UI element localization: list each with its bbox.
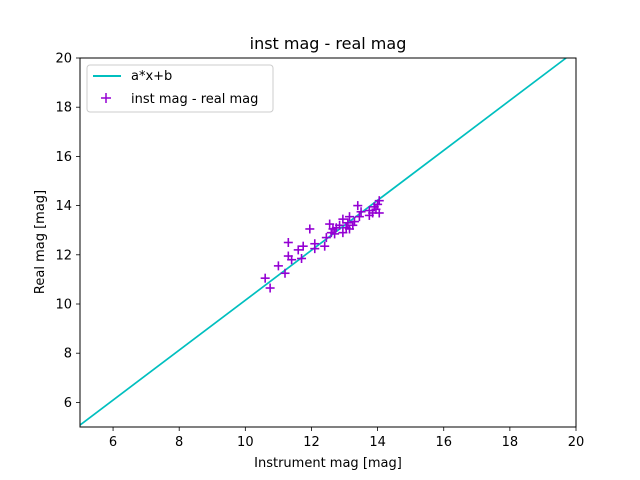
- scatter-point: [297, 253, 307, 263]
- legend-box: [86, 64, 274, 113]
- scatter-point: [338, 228, 348, 238]
- y-tick-label: 14: [55, 199, 72, 214]
- plot-marks: [80, 58, 567, 426]
- scatter-point: [354, 212, 364, 222]
- x-tick-label: 6: [109, 435, 117, 450]
- scatter-point: [374, 196, 384, 206]
- y-axis-ticks: 6 8 10 12 14 16 18 20: [55, 52, 80, 411]
- x-axis-label: Instrument mag [mag]: [254, 456, 402, 471]
- scatter-point: [298, 241, 308, 251]
- y-tick-label: 20: [55, 52, 72, 67]
- y-tick-label: 10: [55, 298, 72, 313]
- scatter-point: [287, 255, 297, 265]
- x-tick-label: 16: [435, 435, 452, 450]
- y-tick-label: 16: [55, 150, 72, 165]
- scatter-point: [343, 218, 353, 228]
- scatter-point: [273, 261, 283, 271]
- scatter-point: [310, 244, 320, 254]
- x-tick-label: 18: [502, 435, 519, 450]
- scatter-point: [283, 238, 293, 247]
- plot-frame: [79, 57, 577, 428]
- scatter-point: [353, 201, 363, 211]
- y-tick-label: 12: [55, 248, 72, 263]
- scatter-point: [321, 233, 331, 243]
- legend-label-fit: a*x+b: [131, 69, 172, 84]
- scatter-point: [293, 245, 303, 255]
- scatter-point: [344, 212, 354, 222]
- scatter-point: [325, 219, 335, 229]
- scatter-point: [305, 224, 315, 234]
- scatter-point: [338, 214, 348, 224]
- scatter-point: [320, 241, 330, 251]
- legend: a*x+b inst mag - real mag: [86, 64, 274, 113]
- scatter-point: [330, 229, 340, 239]
- y-tick-label: 6: [64, 396, 72, 411]
- scatter-point: [335, 220, 345, 230]
- scatter-point: [369, 202, 379, 212]
- plot-area: [80, 58, 576, 427]
- x-tick-label: 8: [175, 435, 183, 450]
- legend-label-points: inst mag - real mag: [131, 92, 258, 107]
- y-axis-label: Real mag [mag]: [33, 190, 48, 294]
- scatter-point: [374, 208, 384, 218]
- chart-title: inst mag - real mag: [250, 34, 407, 53]
- y-tick-label: 18: [55, 101, 72, 116]
- x-axis-ticks: 6 8 10 12 14 16 18 20: [109, 427, 584, 450]
- x-tick-label: 12: [303, 435, 320, 450]
- scatter-point: [356, 207, 366, 217]
- x-tick-label: 14: [369, 435, 386, 450]
- scatter-point: [280, 268, 290, 278]
- legend-plus-marker: [101, 93, 111, 103]
- scatter-point: [260, 273, 270, 283]
- y-tick-label: 8: [64, 347, 72, 362]
- scatter-point: [265, 283, 275, 293]
- scatter-point: [349, 217, 359, 227]
- x-tick-label: 20: [568, 435, 585, 450]
- fit-line: [80, 58, 567, 426]
- x-tick-label: 10: [237, 435, 254, 450]
